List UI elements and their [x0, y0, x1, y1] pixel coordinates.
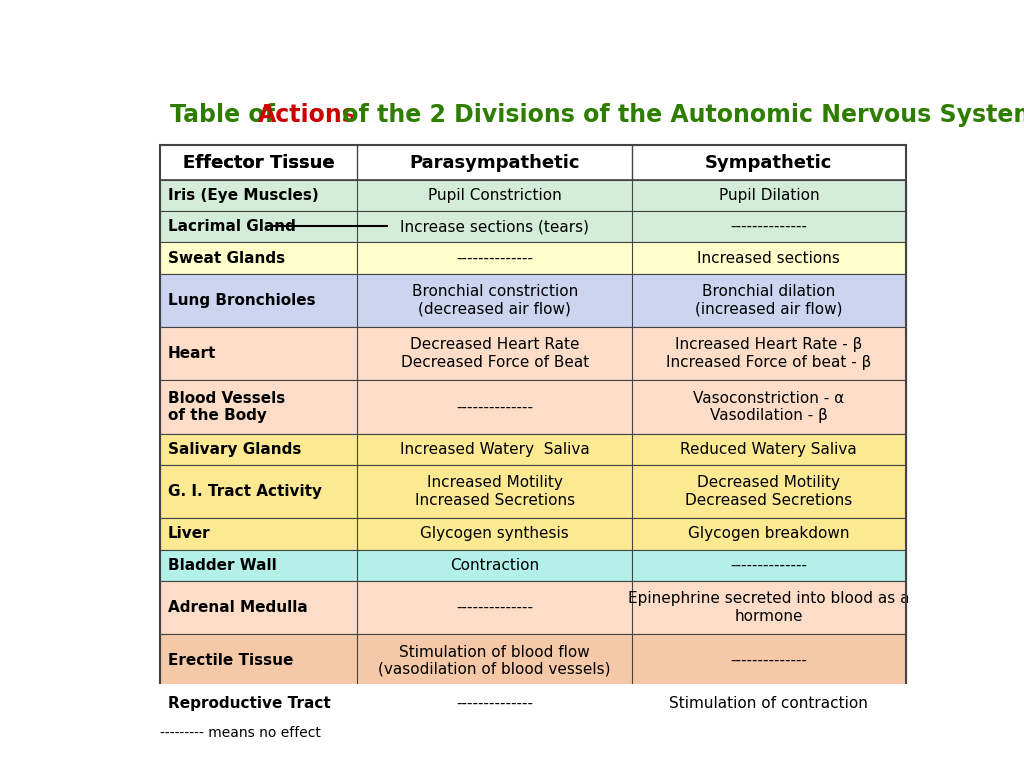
Text: Adrenal Medulla: Adrenal Medulla [168, 600, 307, 615]
FancyBboxPatch shape [160, 327, 905, 380]
Text: --------------: -------------- [730, 654, 807, 668]
Text: Table of: Table of [170, 103, 283, 127]
Text: --------------: -------------- [730, 219, 807, 234]
Text: Stimulation of blood flow
(vasodilation of blood vessels): Stimulation of blood flow (vasodilation … [379, 644, 611, 677]
Text: Decreased Motility
Decreased Secretions: Decreased Motility Decreased Secretions [685, 475, 852, 508]
Text: --------------: -------------- [456, 600, 534, 615]
FancyBboxPatch shape [160, 434, 905, 465]
Text: Reproductive Tract: Reproductive Tract [168, 696, 331, 710]
FancyBboxPatch shape [160, 518, 905, 550]
Text: Salivary Glands: Salivary Glands [168, 442, 301, 457]
Text: Iris (Eye Muscles): Iris (Eye Muscles) [168, 188, 318, 203]
Text: Glycogen breakdown: Glycogen breakdown [688, 526, 850, 541]
Text: Vasoconstriction - α
Vasodilation - β: Vasoconstriction - α Vasodilation - β [693, 391, 845, 423]
Text: Heart: Heart [168, 346, 216, 361]
Text: Epinephrine secreted into blood as a
hormone: Epinephrine secreted into blood as a hor… [628, 591, 909, 624]
FancyBboxPatch shape [160, 581, 905, 634]
Text: Increased Heart Rate - β
Increased Force of beat - β: Increased Heart Rate - β Increased Force… [667, 337, 871, 370]
Text: Decreased Heart Rate
Decreased Force of Beat: Decreased Heart Rate Decreased Force of … [400, 337, 589, 370]
Text: Increase sections (tears): Increase sections (tears) [400, 219, 589, 234]
Text: --------------: -------------- [456, 696, 534, 710]
Text: G. I. Tract Activity: G. I. Tract Activity [168, 484, 322, 499]
Text: Effector Tissue: Effector Tissue [182, 154, 335, 171]
Text: Bronchial dilation
(increased air flow): Bronchial dilation (increased air flow) [695, 284, 843, 316]
Text: Bronchial constriction
(decreased air flow): Bronchial constriction (decreased air fl… [412, 284, 578, 316]
FancyBboxPatch shape [160, 380, 905, 434]
FancyBboxPatch shape [160, 465, 905, 518]
Text: Pupil Constriction: Pupil Constriction [428, 188, 561, 203]
Text: Reduced Watery Saliva: Reduced Watery Saliva [681, 442, 857, 457]
FancyBboxPatch shape [160, 180, 905, 211]
FancyBboxPatch shape [160, 687, 905, 719]
FancyBboxPatch shape [160, 211, 905, 243]
Text: Pupil Dilation: Pupil Dilation [719, 188, 819, 203]
Text: Increased Watery  Saliva: Increased Watery Saliva [399, 442, 590, 457]
Text: of the 2 Divisions of the Autonomic Nervous System: of the 2 Divisions of the Autonomic Nerv… [334, 103, 1024, 127]
FancyBboxPatch shape [160, 273, 905, 327]
Text: Contraction: Contraction [451, 558, 540, 573]
Text: Effector Tissue: Effector Tissue [182, 154, 335, 171]
FancyBboxPatch shape [160, 243, 905, 273]
Text: Increased Motility
Increased Secretions: Increased Motility Increased Secretions [415, 475, 574, 508]
Text: --------- means no effect: --------- means no effect [160, 726, 321, 740]
Text: Liver: Liver [168, 526, 210, 541]
Text: Sympathetic: Sympathetic [706, 154, 833, 171]
Text: Actions: Actions [257, 103, 356, 127]
Text: Stimulation of contraction: Stimulation of contraction [670, 696, 868, 710]
Text: Parasympathetic: Parasympathetic [410, 154, 580, 171]
Text: Glycogen synthesis: Glycogen synthesis [420, 526, 569, 541]
Text: Blood Vessels
of the Body: Blood Vessels of the Body [168, 391, 285, 423]
Text: Bladder Wall: Bladder Wall [168, 558, 276, 573]
FancyBboxPatch shape [160, 634, 905, 687]
FancyBboxPatch shape [160, 550, 905, 581]
Text: --------------: -------------- [456, 399, 534, 415]
Text: Lung Bronchioles: Lung Bronchioles [168, 293, 315, 308]
FancyBboxPatch shape [160, 145, 905, 180]
Text: --------------: -------------- [730, 558, 807, 573]
Text: Lacrimal Gland: Lacrimal Gland [168, 219, 296, 234]
Text: Increased sections: Increased sections [697, 250, 841, 266]
Text: --------------: -------------- [456, 250, 534, 266]
Text: Sweat Glands: Sweat Glands [168, 250, 285, 266]
Text: Erectile Tissue: Erectile Tissue [168, 654, 293, 668]
